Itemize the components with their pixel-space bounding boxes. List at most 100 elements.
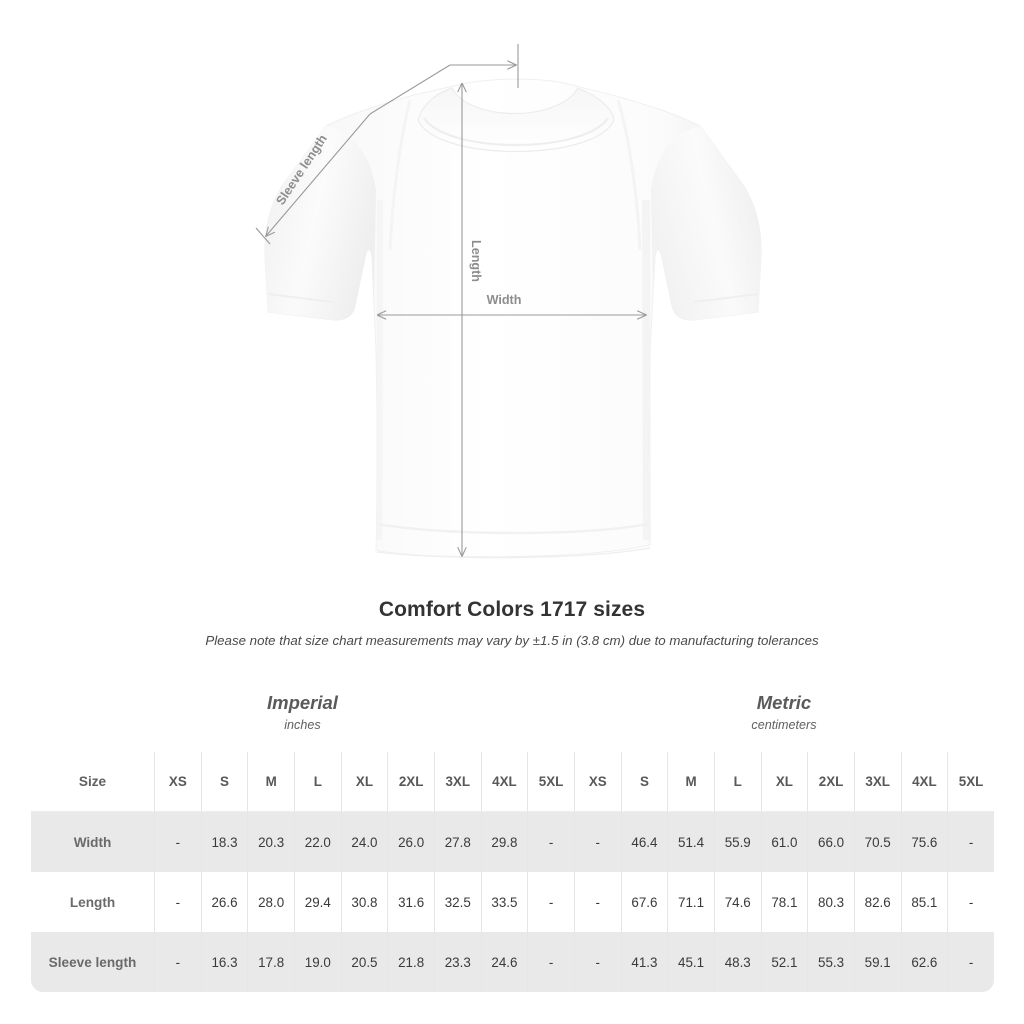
- table-row: Width -18.3 20.3 22.0 24.0 26.0 27.8 29.8- -46.4…: [31, 812, 994, 872]
- cell-sleeve-length-imperial-m: 17.8: [247, 932, 294, 992]
- cell-sleeve-length-imperial-3xl: 23.3: [433, 932, 481, 992]
- cell-width-metric-xl: 61.0: [760, 812, 808, 872]
- table-row: Sleeve length -16.3 17.8 19.0 20.5 21.8 23.3 24…: [31, 932, 994, 992]
- table-row: Length -26.6 28.0 29.4 30.8 31.6 32.5 33.5- -67.…: [31, 872, 994, 932]
- cell-width-imperial-xl: 24.0: [340, 812, 388, 872]
- cell-width-metric-3xl: 70.5: [853, 812, 901, 872]
- cell-width-imperial-l: 22.0: [293, 812, 341, 872]
- column-header-size: Size: [31, 752, 154, 812]
- column-header-size-metric-3xl: 3XL: [853, 752, 901, 812]
- page-title: Comfort Colors 1717 sizes: [378, 598, 646, 621]
- column-header-size-imperial-5xl: 5XL: [527, 752, 574, 812]
- column-header-size-imperial-xs: XS: [154, 752, 201, 812]
- cell-length-metric-xs: -: [573, 872, 621, 932]
- unit-header-imperial: Imperial inches: [31, 671, 574, 752]
- column-header-size-imperial-xl: XL: [340, 752, 388, 812]
- cell-sleeve-length-imperial-xl: 20.5: [340, 932, 388, 992]
- row-label-sleeve-length: Sleeve length: [31, 932, 154, 992]
- cell-sleeve-length-metric-s: 41.3: [620, 932, 668, 992]
- unit-header-row: Imperial inches Metric centimeters: [31, 671, 994, 752]
- cell-width-imperial-2xl: 26.0: [387, 812, 434, 872]
- unit-name-metric: Metric: [756, 692, 812, 714]
- cell-length-imperial-5xl: -: [527, 872, 574, 932]
- cell-length-metric-2xl: 80.3: [807, 872, 854, 932]
- cell-sleeve-length-metric-3xl: 59.1: [853, 932, 901, 992]
- cell-width-metric-4xl: 75.6: [900, 812, 948, 872]
- tshirt-bottom-edge: [376, 547, 651, 559]
- cell-width-imperial-m: 20.3: [247, 812, 294, 872]
- cell-width-imperial-xs: -: [154, 812, 201, 872]
- column-header-size-metric-s: S: [620, 752, 668, 812]
- cell-sleeve-length-metric-m: 45.1: [667, 932, 714, 992]
- column-header-size-metric-5xl: 5XL: [947, 752, 994, 812]
- cell-length-metric-xl: 78.1: [760, 872, 808, 932]
- cell-sleeve-length-metric-5xl: -: [947, 932, 994, 992]
- column-header-size-imperial-3xl: 3XL: [433, 752, 481, 812]
- cell-length-metric-l: 74.6: [713, 872, 761, 932]
- row-label-length: Length: [31, 872, 154, 932]
- sleeve-length-shoulder-line: [369, 64, 451, 115]
- tshirt-bottom-hem: [376, 522, 650, 535]
- cell-length-imperial-xs: -: [154, 872, 201, 932]
- size-chart-table-container: Imperial inches Metric centimeters Size X…: [31, 671, 994, 992]
- column-header-size-imperial-2xl: 2XL: [387, 752, 434, 812]
- cell-length-metric-3xl: 82.6: [853, 872, 901, 932]
- cell-sleeve-length-imperial-xs: -: [154, 932, 201, 992]
- column-header-size-metric-xs: XS: [573, 752, 621, 812]
- cell-sleeve-length-metric-xl: 52.1: [760, 932, 808, 992]
- page-subtitle: Please note that size chart measurements…: [205, 633, 819, 648]
- cell-sleeve-length-metric-xs: -: [573, 932, 621, 992]
- column-header-size-imperial-m: M: [247, 752, 294, 812]
- cell-length-metric-4xl: 85.1: [900, 872, 948, 932]
- cell-length-imperial-s: 26.6: [200, 872, 248, 932]
- column-header-size-imperial-4xl: 4XL: [480, 752, 528, 812]
- tshirt-collar: [417, 87, 615, 153]
- cell-sleeve-length-imperial-5xl: -: [527, 932, 574, 992]
- tshirt-measurement-diagram: Sleeve length Length Width: [255, 44, 762, 559]
- size-header-row: Size XS S M L XL 2XL 3XL 4XL 5XL XS S M L XL 2XL 3XL 4XL 5…: [31, 752, 994, 812]
- column-header-size-metric-4xl: 4XL: [900, 752, 948, 812]
- tshirt-right-seam: [642, 199, 651, 541]
- unit-name-imperial: Imperial: [266, 692, 338, 714]
- column-header-size-metric-l: L: [713, 752, 761, 812]
- cell-length-imperial-2xl: 31.6: [387, 872, 434, 932]
- cell-width-metric-xs: -: [573, 812, 621, 872]
- cell-width-metric-m: 51.4: [667, 812, 714, 872]
- cell-width-imperial-4xl: 29.8: [480, 812, 528, 872]
- unit-sub-metric: centimeters: [751, 717, 817, 732]
- cell-length-metric-m: 71.1: [667, 872, 714, 932]
- cell-length-metric-s: 67.6: [620, 872, 668, 932]
- cell-length-imperial-4xl: 33.5: [480, 872, 528, 932]
- size-chart-body: Width -18.3 20.3 22.0 24.0 26.0 27.8 29.8- -46.4…: [31, 812, 994, 992]
- column-header-size-imperial-l: L: [293, 752, 341, 812]
- column-header-size-metric-xl: XL: [760, 752, 808, 812]
- tshirt-graphic: [264, 78, 762, 559]
- cell-sleeve-length-imperial-s: 16.3: [200, 932, 248, 992]
- tshirt-collar-inner-line: [423, 117, 609, 146]
- sleeve-length-diagonal-arrow: [266, 113, 371, 236]
- tshirt-left-sleeve-hem: [267, 293, 334, 303]
- cell-sleeve-length-imperial-l: 19.0: [293, 932, 341, 992]
- row-label-width: Width: [31, 812, 154, 872]
- cell-sleeve-length-metric-2xl: 55.3: [807, 932, 854, 992]
- cell-width-metric-2xl: 66.0: [807, 812, 854, 872]
- tshirt-left-sleeve: [264, 126, 376, 321]
- column-header-size-metric-m: M: [667, 752, 714, 812]
- unit-header-metric: Metric centimeters: [574, 671, 994, 752]
- tshirt-right-sleeve-hem: [693, 293, 759, 303]
- cell-length-imperial-m: 28.0: [247, 872, 294, 932]
- length-label: Length: [469, 240, 483, 282]
- cell-sleeve-length-imperial-4xl: 24.6: [480, 932, 528, 992]
- cell-sleeve-length-metric-4xl: 62.6: [900, 932, 948, 992]
- tshirt-right-sleeve: [651, 126, 762, 321]
- tshirt-right-shoulder-fold: [616, 99, 642, 251]
- cell-width-imperial-5xl: -: [527, 812, 574, 872]
- width-label: Width: [487, 293, 522, 307]
- cell-length-imperial-xl: 30.8: [340, 872, 388, 932]
- column-header-size-metric-2xl: 2XL: [807, 752, 854, 812]
- cell-width-imperial-s: 18.3: [200, 812, 248, 872]
- tshirt-left-seam: [376, 199, 383, 541]
- measurement-arrows: [255, 44, 646, 556]
- cell-width-imperial-3xl: 27.8: [433, 812, 481, 872]
